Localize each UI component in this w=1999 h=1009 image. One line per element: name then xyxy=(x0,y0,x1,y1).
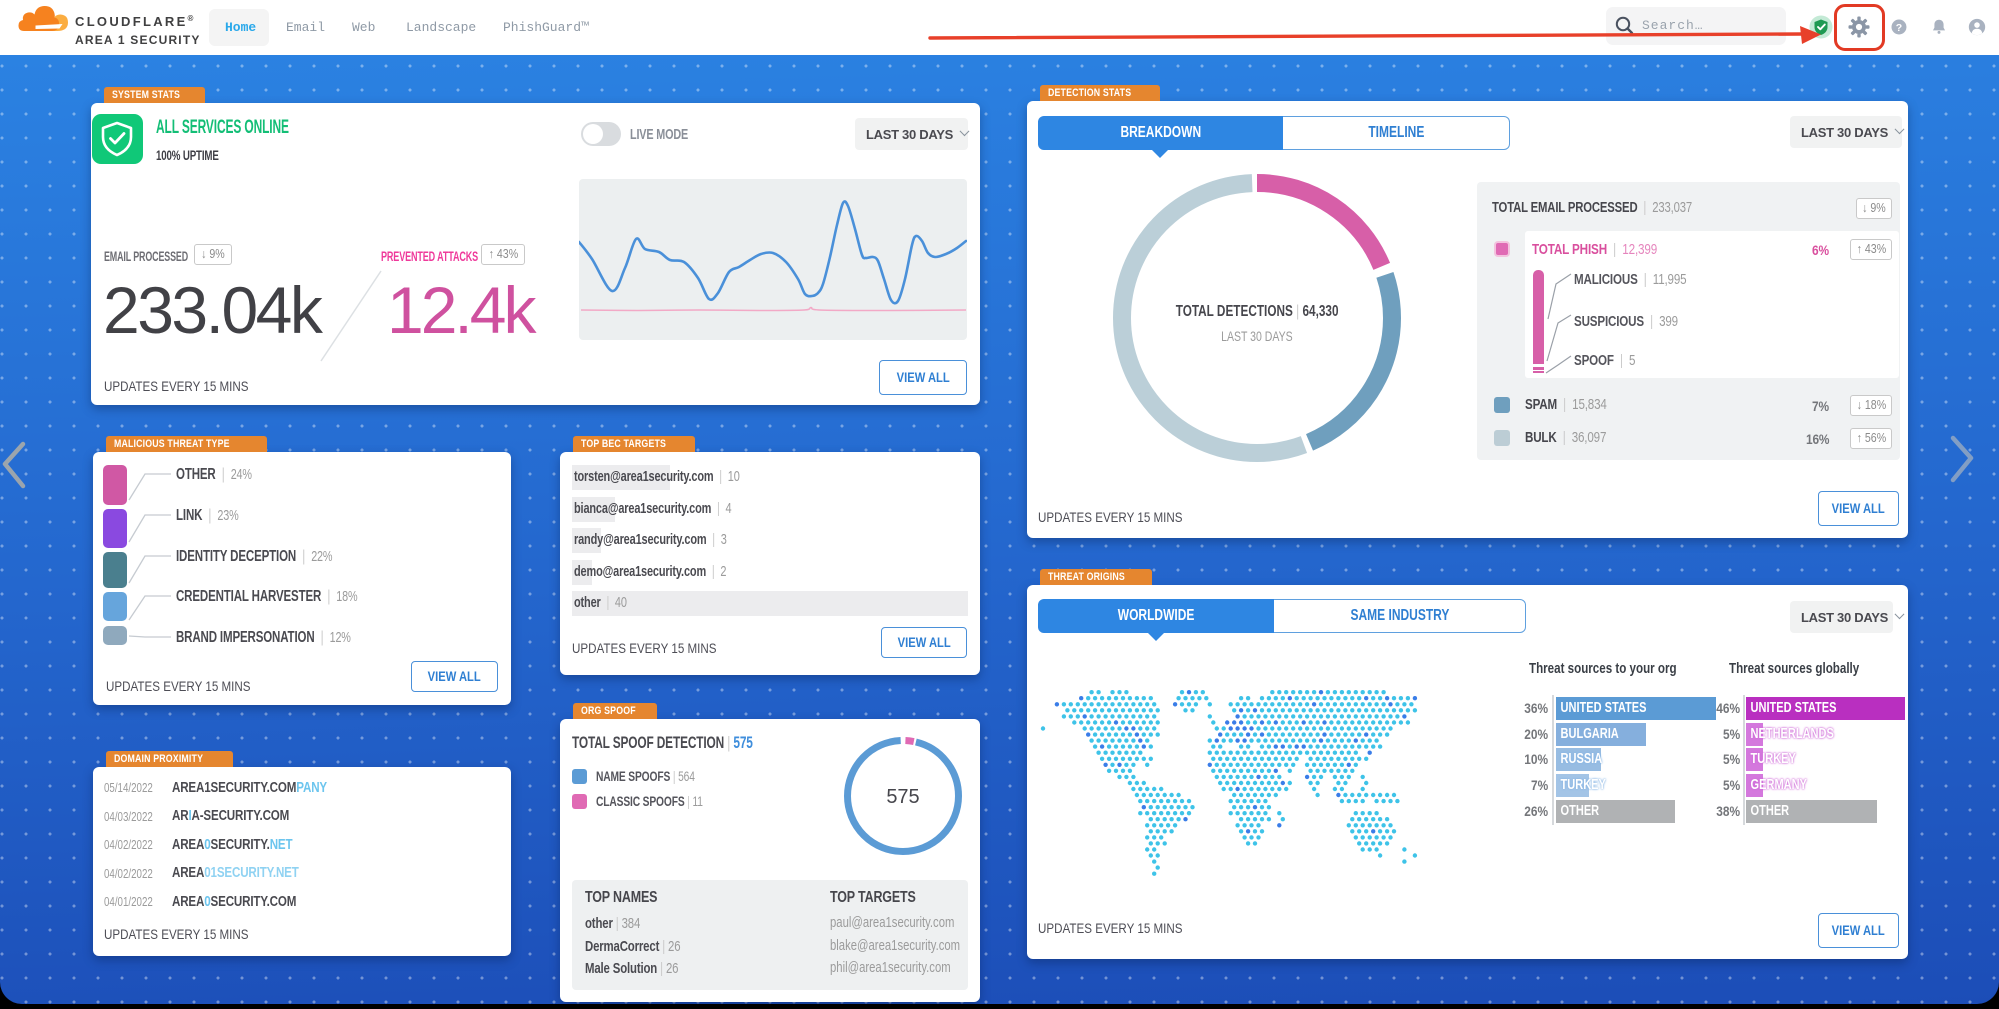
svg-text:?: ? xyxy=(1896,22,1902,34)
svg-text:575: 575 xyxy=(886,786,919,808)
